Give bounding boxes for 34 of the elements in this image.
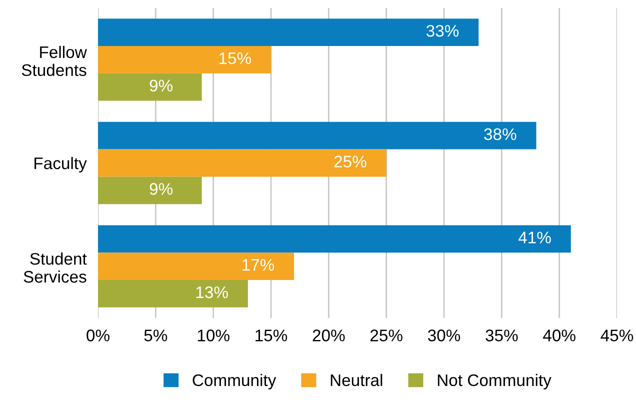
bar [98,122,536,150]
bar [98,73,202,101]
legend-label: Community [192,374,276,390]
data-label: 13% [196,286,228,298]
x-tick-label: 20% [312,330,345,342]
legend-label: Neutral [330,374,382,386]
x-tick-label: 0% [86,330,110,342]
data-label: 41% [518,232,551,244]
bar [98,252,294,280]
bar [98,280,248,308]
data-label: 38% [484,128,516,140]
data-label: 9% [150,80,173,92]
data-label: 9% [150,183,173,195]
x-tick-label: 5% [144,330,168,342]
bar [98,46,271,74]
x-tick-label: 40% [543,330,576,342]
y-tick-label: Student Services [24,252,87,283]
x-tick-label: 35% [486,330,518,342]
x-tick-label: 45% [600,330,634,342]
x-tick-label: 25% [370,330,402,342]
x-tick-label: 10% [198,330,230,342]
y-tick-label: Fellow Students [22,46,87,76]
x-tick-label: 30% [428,330,460,342]
legend-label: Not Community [438,374,552,390]
x-tick-label: 15% [256,330,288,342]
data-label: 17% [242,259,274,271]
data-label: 25% [334,156,366,168]
bar [98,149,386,177]
bar [98,18,479,46]
data-label: 33% [426,24,459,37]
data-label: 15% [219,52,251,64]
bar [98,225,571,253]
y-tick-label: Faculty [34,156,87,172]
bar [98,176,202,204]
